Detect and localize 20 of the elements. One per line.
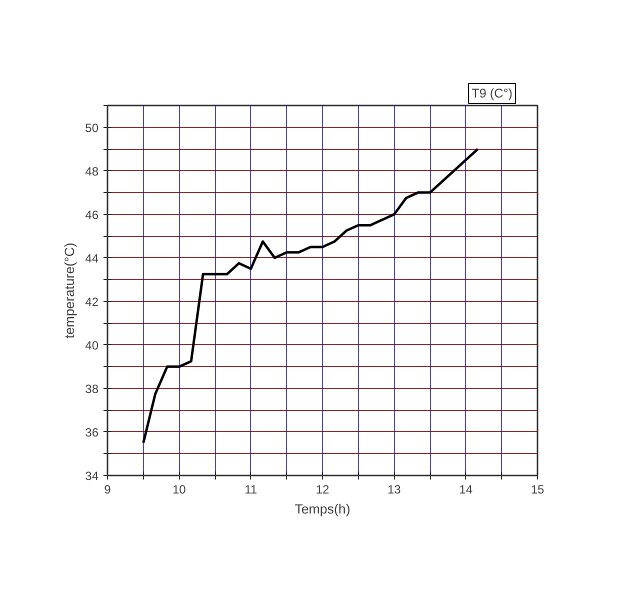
y-tick-label: 42 xyxy=(85,294,99,309)
x-tick-label: 14 xyxy=(459,482,473,496)
x-tick-label: 10 xyxy=(172,482,186,496)
y-tick-label: 44 xyxy=(85,251,99,266)
x-tick-label: 12 xyxy=(316,482,330,496)
y-tick-label: 48 xyxy=(85,164,99,178)
y-tick-label: 40 xyxy=(85,338,99,352)
y-tick-label: 36 xyxy=(85,425,99,440)
x-tick-label: 13 xyxy=(387,482,402,496)
y-tick-label: 34 xyxy=(85,469,99,483)
x-axis-title: Temps(h) xyxy=(294,502,350,516)
y-tick-label: 46 xyxy=(85,208,99,222)
y-tick-label: 38 xyxy=(85,382,99,396)
y-tick-label: 50 xyxy=(85,120,99,135)
x-tick-label: 9 xyxy=(104,482,112,496)
line-series xyxy=(142,148,480,444)
x-tick-label: 15 xyxy=(530,482,544,496)
chart-title: T9 (C°) xyxy=(472,86,513,100)
y-axis-title: temperature(°C) xyxy=(62,242,78,338)
x-tick-label: 11 xyxy=(244,482,258,496)
